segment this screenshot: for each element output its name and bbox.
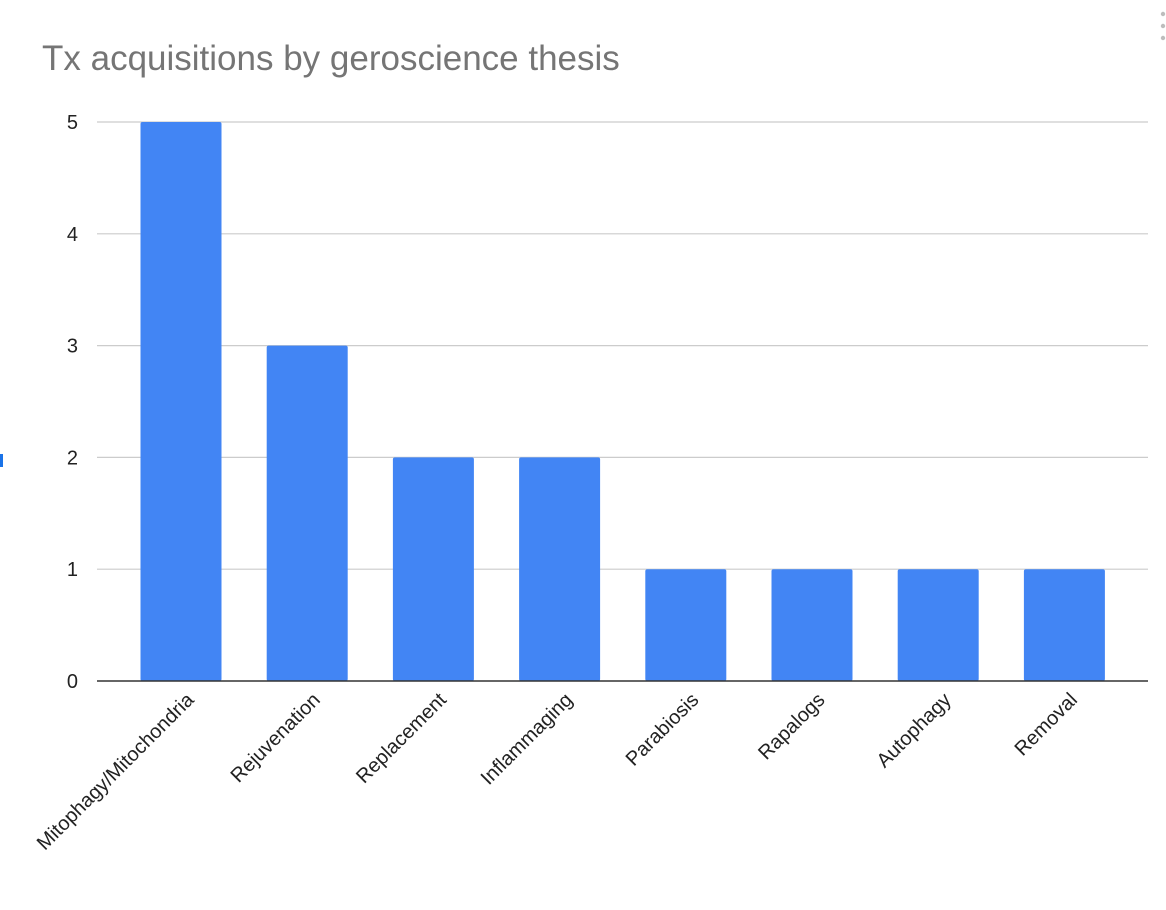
bar[interactable]	[897, 569, 979, 681]
bar[interactable]	[140, 122, 222, 681]
y-tick-label: 0	[67, 671, 78, 693]
y-tick-label: 1	[67, 559, 78, 581]
bar[interactable]	[771, 569, 853, 681]
gridlines	[97, 121, 1148, 570]
bar[interactable]	[519, 457, 601, 681]
y-axis-ticks: 0 1 2 3 4 5	[67, 112, 78, 693]
x-tick-label: Rejuvenation	[227, 689, 325, 787]
x-tick-label: Rapalogs	[754, 689, 829, 764]
selection-handle[interactable]	[0, 454, 3, 467]
chart-title: Tx acquisitions by geroscience thesis	[42, 39, 620, 78]
y-tick-label: 5	[67, 112, 78, 134]
chart-menu-icon[interactable]	[1160, 11, 1166, 41]
x-tick-label: Removal	[1011, 689, 1082, 760]
bar[interactable]	[1023, 569, 1105, 681]
y-tick-label: 3	[67, 336, 78, 358]
x-tick-label: Parabiosis	[622, 689, 704, 771]
x-tick-label: Replacement	[352, 689, 451, 788]
x-tick-label: Mitophagy/Mitochondria	[33, 688, 199, 854]
bar[interactable]	[266, 345, 348, 681]
x-tick-label: Inflammaging	[477, 689, 577, 789]
x-tick-label: Autophagy	[873, 689, 956, 772]
bar[interactable]	[392, 457, 474, 681]
y-tick-label: 2	[67, 447, 78, 469]
bar[interactable]	[645, 569, 727, 681]
y-tick-label: 4	[67, 224, 78, 246]
x-axis-ticks: Mitophagy/Mitochondria Rejuvenation Replac…	[33, 688, 1082, 854]
bar-series	[140, 122, 1105, 681]
